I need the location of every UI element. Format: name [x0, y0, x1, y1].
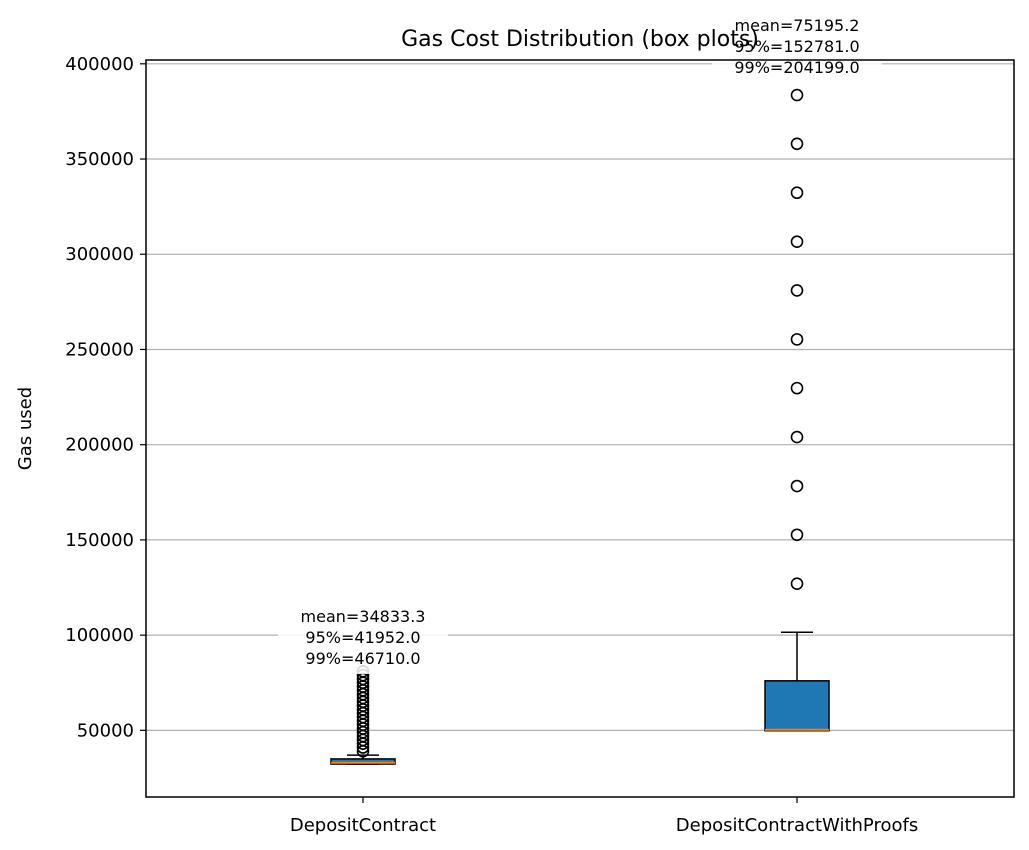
annotations: mean=34833.3 95%=41952.0 99%=46710.0 mean=7…	[278, 14, 882, 674]
annotation-background	[278, 605, 448, 674]
y-tick-label: 250000	[65, 339, 134, 360]
outlier-point	[790, 88, 804, 102]
y-tick-label: 150000	[65, 530, 134, 551]
x-tick-label: DepositContract	[290, 815, 436, 836]
outlier-point	[790, 333, 804, 346]
annotation-line: mean=75195.2	[735, 16, 860, 35]
annotation-line: 99%=204199.0	[734, 58, 859, 77]
y-tick-label: 350000	[65, 149, 134, 170]
y-axis-label: Gas used	[15, 387, 36, 470]
outlier-point	[790, 235, 804, 248]
annotation-line: mean=34833.3	[301, 607, 426, 626]
y-tick-label: 300000	[65, 244, 134, 265]
outlier-point	[790, 577, 804, 591]
y-tick-label: 200000	[65, 435, 134, 456]
annotation-line: 99%=46710.0	[305, 649, 420, 668]
y-axis-ticks: 50000 100000 150000 200000 250000 300000 35000…	[65, 54, 146, 741]
outlier-point	[790, 528, 804, 542]
box-iqr	[764, 680, 830, 732]
y-tick-label: 400000	[65, 54, 134, 75]
y-tick-label: 100000	[65, 625, 134, 646]
annotation-line: 95%=152781.0	[734, 37, 859, 56]
box-iqr	[330, 758, 396, 765]
outlier-point	[790, 186, 804, 200]
boxes	[330, 88, 830, 765]
box-plot-depositcontractwithproofs	[764, 88, 830, 732]
x-tick-label: DepositContractWithProofs	[676, 815, 918, 836]
outlier-point	[790, 479, 804, 493]
y-tick-label: 50000	[77, 720, 134, 741]
plot-frame	[145, 59, 1015, 798]
outlier-point	[790, 430, 804, 444]
annotation-background	[712, 14, 882, 83]
box-plot-depositcontract	[330, 665, 396, 765]
annotation-line: 95%=41952.0	[305, 628, 420, 647]
chart-title: Gas Cost Distribution (box plots)	[401, 27, 759, 52]
x-axis-ticks: DepositContract DepositContractWithProofs	[290, 797, 918, 836]
outlier-point	[790, 284, 804, 297]
outlier-point	[790, 137, 804, 151]
outlier-point	[790, 381, 804, 395]
